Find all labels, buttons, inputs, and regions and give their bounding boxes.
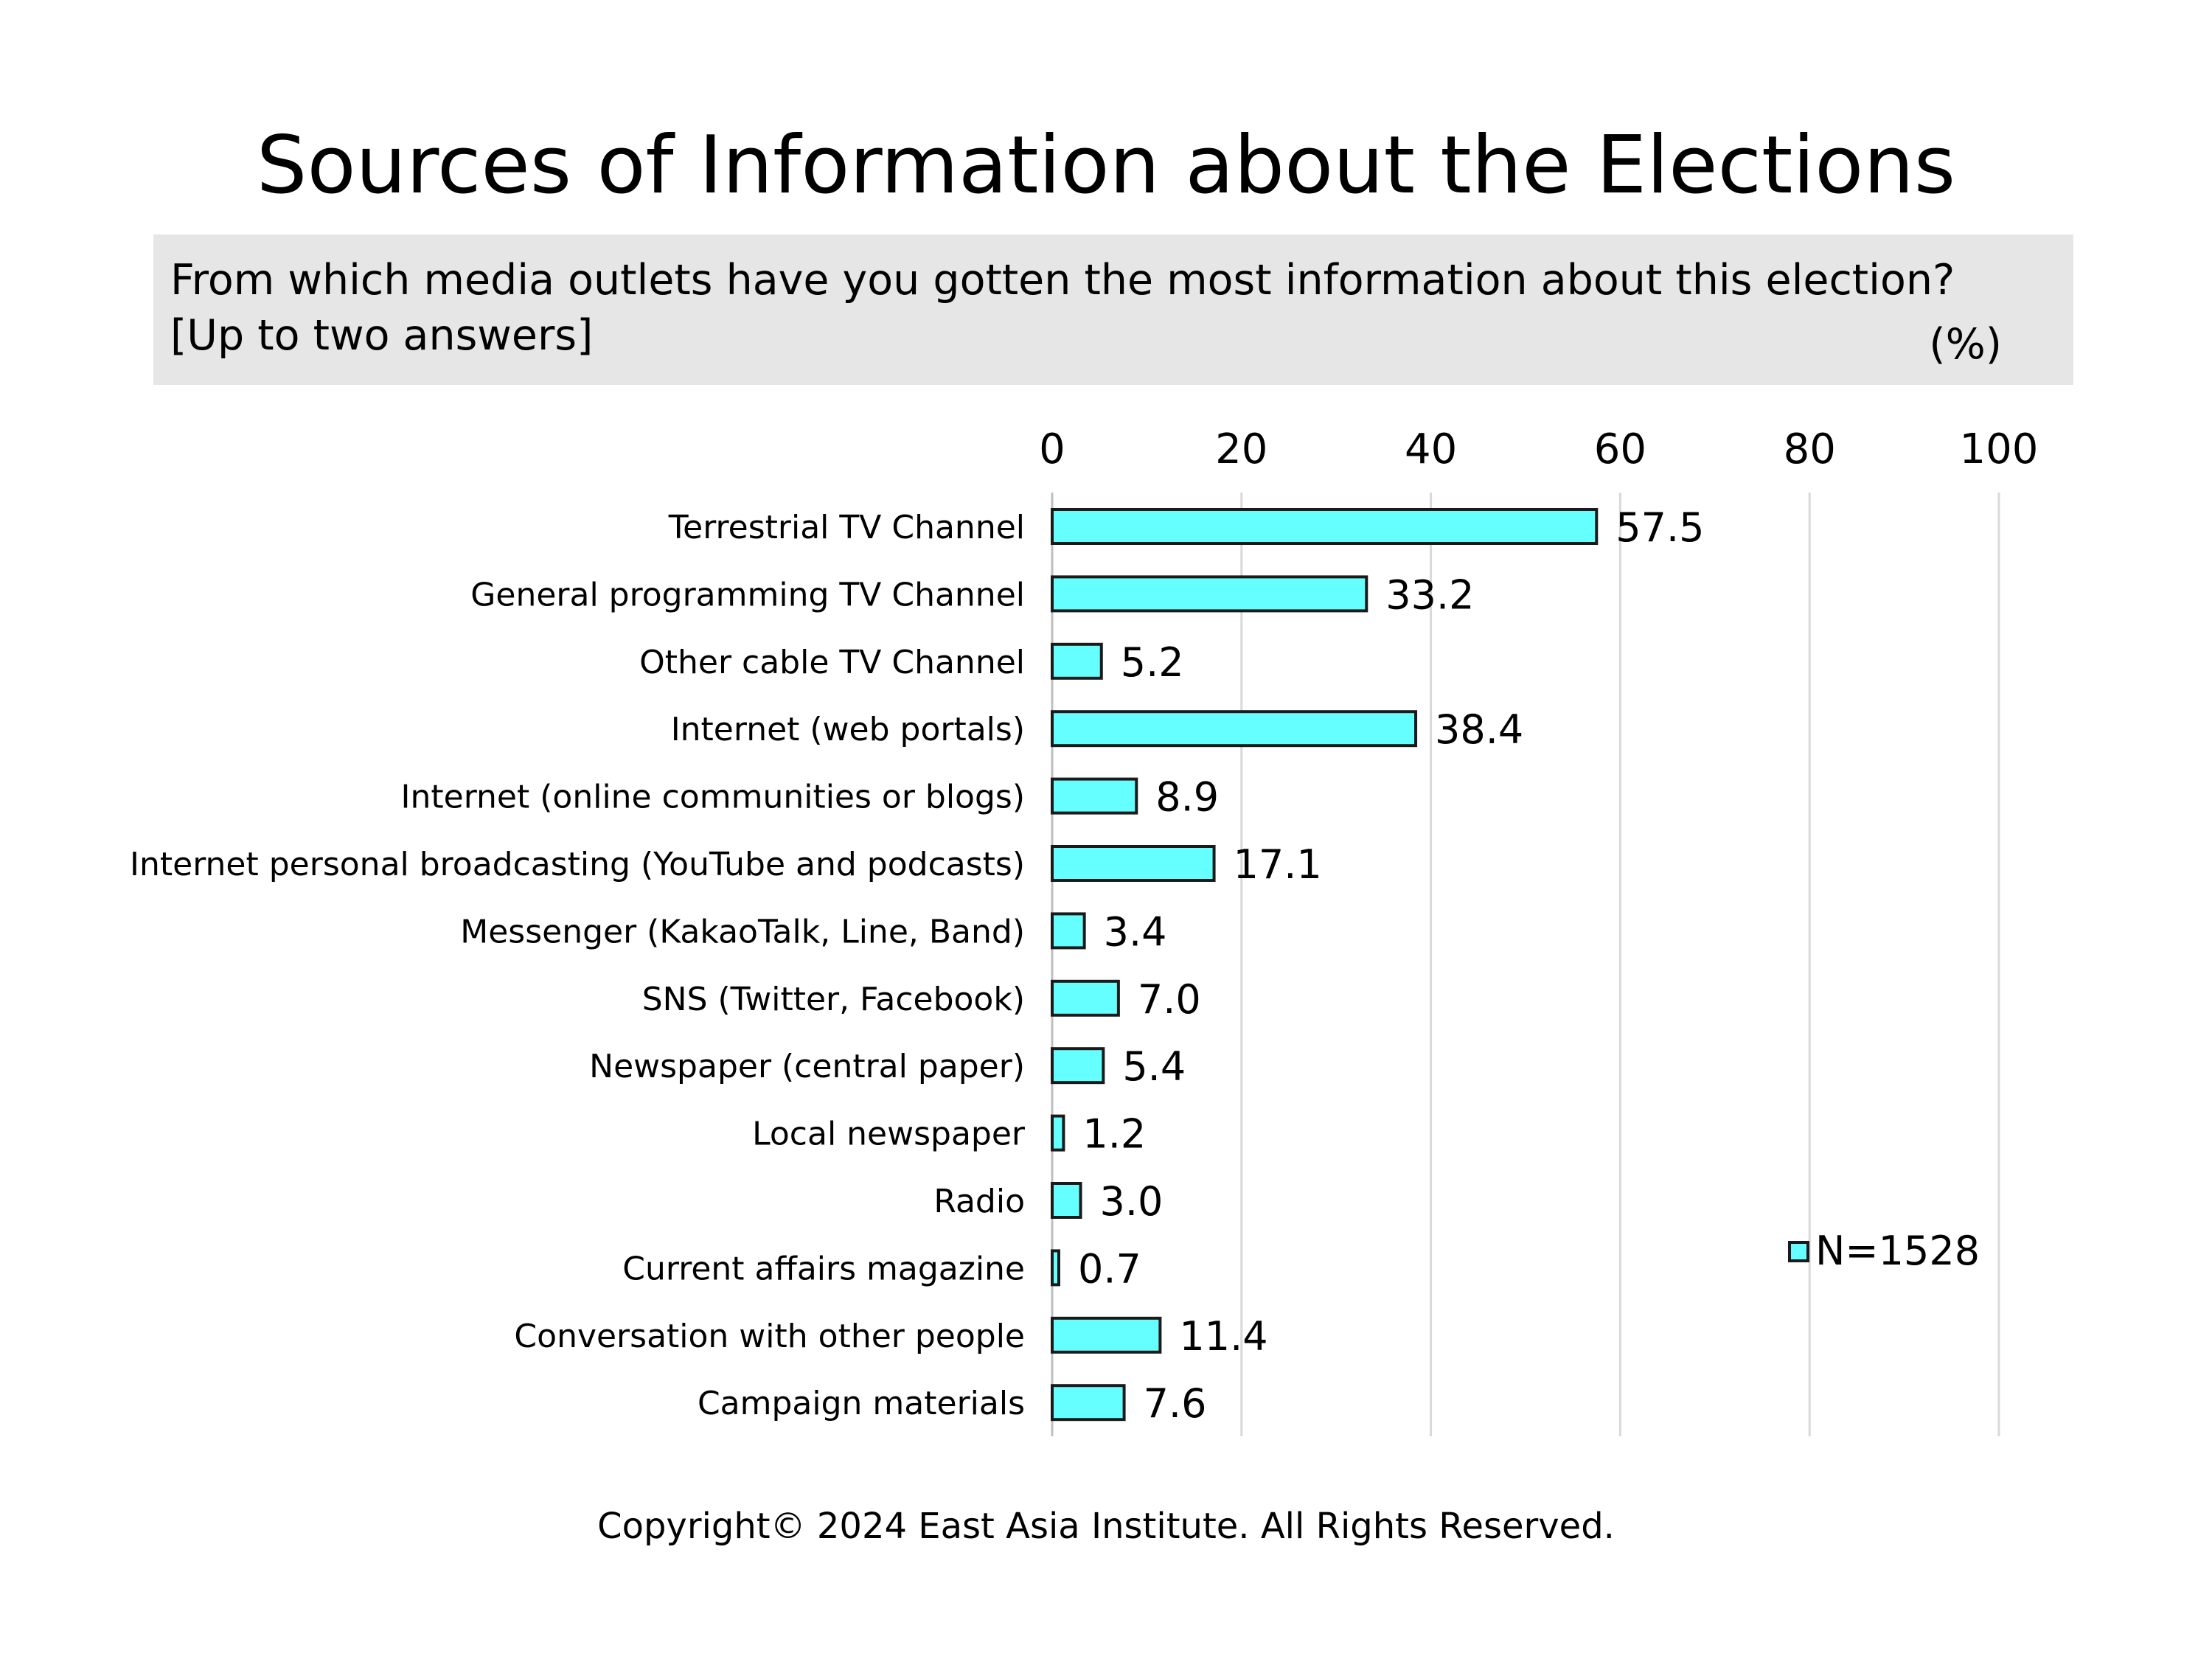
bar [1051, 845, 1216, 882]
data-label: 7.0 [1138, 976, 1201, 1023]
data-label: 57.5 [1615, 504, 1704, 551]
x-tick-label: 100 [1960, 425, 2039, 473]
x-tick-label: 40 [1405, 425, 1457, 473]
data-label: 5.2 [1121, 639, 1184, 686]
bar [1051, 508, 1599, 545]
unit-label: (%) [1929, 320, 2002, 369]
x-tick-label: 0 [1039, 425, 1065, 473]
bar [1051, 710, 1418, 748]
bar [1051, 1249, 1060, 1287]
bar [1051, 575, 1368, 613]
data-label: 0.7 [1078, 1245, 1141, 1292]
bar [1051, 642, 1103, 680]
bar [1051, 1316, 1162, 1354]
category-label: Radio [933, 1183, 1025, 1220]
question-text: From which media outlets have you gotten… [170, 256, 1955, 305]
category-label: Local newspaper [752, 1116, 1026, 1153]
bar [1051, 1384, 1126, 1422]
category-label: Other cable TV Channel [639, 644, 1025, 681]
data-label: 38.4 [1435, 706, 1523, 753]
x-tick-label: 80 [1784, 425, 1836, 473]
data-label: 7.6 [1144, 1380, 1207, 1427]
category-label: Terrestrial TV Channel [668, 509, 1025, 546]
category-label: Internet (web portals) [671, 711, 1025, 748]
category-label: Current affairs magazine [622, 1250, 1025, 1287]
chart-title: Sources of Information about the Electio… [256, 119, 1956, 212]
bar [1051, 1047, 1105, 1085]
data-label: 8.9 [1155, 774, 1219, 821]
copyright-footer: Copyright© 2024 East Asia Institute. All… [597, 1506, 1615, 1547]
data-label: 3.4 [1104, 908, 1167, 955]
question-box: From which media outlets have you gotten… [153, 234, 2073, 385]
bar [1051, 1182, 1082, 1219]
data-label: 11.4 [1179, 1313, 1267, 1360]
data-label: 33.2 [1385, 571, 1474, 618]
data-label: 5.4 [1122, 1043, 1186, 1090]
category-label: Internet personal broadcasting (YouTube … [130, 846, 1025, 883]
bar [1051, 912, 1086, 950]
category-label: General programming TV Channel [470, 576, 1025, 613]
legend-swatch [1788, 1241, 1809, 1262]
bar [1051, 979, 1120, 1017]
data-label: 3.0 [1100, 1178, 1164, 1225]
data-label: 17.1 [1234, 841, 1322, 888]
data-label: 1.2 [1082, 1111, 1146, 1158]
category-label: Newspaper (central paper) [589, 1048, 1025, 1085]
category-label: Internet (online communities or blogs) [401, 779, 1025, 816]
bar [1051, 777, 1138, 815]
question-note: [Up to two answers] [170, 311, 594, 360]
bar [1051, 1114, 1065, 1152]
category-label: Campaign materials [698, 1385, 1025, 1422]
category-label: SNS (Twitter, Facebook) [642, 981, 1025, 1018]
x-tick-label: 20 [1215, 425, 1267, 473]
x-tick-label: 60 [1594, 425, 1646, 473]
legend-label: N=1528 [1815, 1228, 1980, 1274]
category-label: Conversation with other people [514, 1318, 1025, 1355]
category-label: Messenger (KakaoTalk, Line, Band) [460, 913, 1025, 950]
